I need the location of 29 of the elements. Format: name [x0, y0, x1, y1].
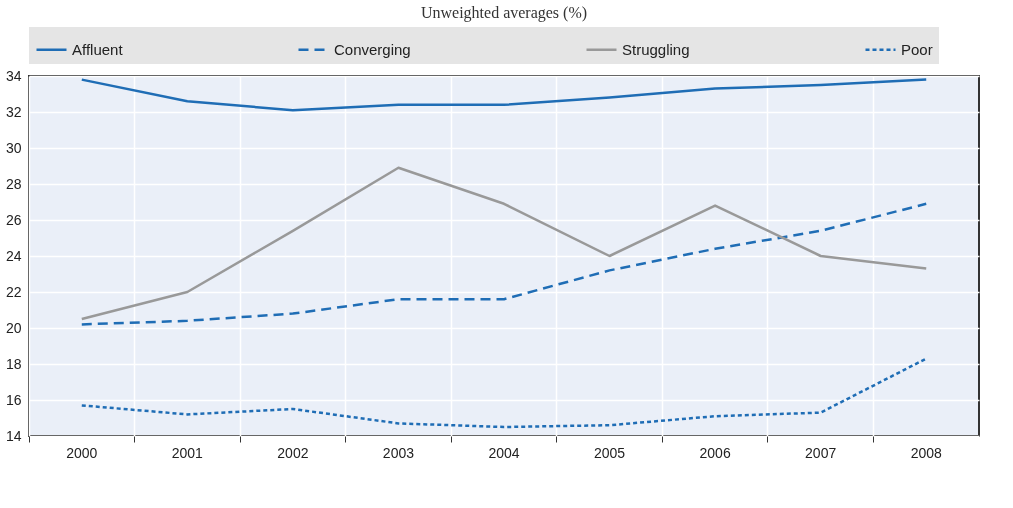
y-tick-label: 18: [5, 355, 22, 372]
y-tick-label: 34: [5, 67, 22, 84]
x-tick-label: 2004: [488, 444, 520, 461]
y-tick-label: 22: [5, 283, 22, 300]
x-tick-label: 2007: [805, 444, 837, 461]
line-series: [80, 202, 928, 326]
x-tick-label: 2008: [910, 444, 942, 461]
line-series: [80, 357, 928, 429]
y-tick-label: 24: [5, 247, 22, 264]
legend-label: Affluent: [72, 40, 124, 58]
x-tick-label: 2001: [171, 444, 204, 461]
line-series: [80, 78, 928, 112]
y-tick-label: 32: [5, 103, 22, 120]
legend-label: Converging: [334, 40, 411, 58]
x-tick-label: 2003: [382, 444, 415, 461]
y-tick-label: 28: [5, 175, 22, 192]
x-tick-label: 2000: [66, 444, 98, 461]
y-tick-label: 16: [5, 391, 22, 408]
y-tick-label: 14: [5, 427, 22, 444]
x-tick-label: 2002: [277, 444, 309, 461]
y-tick-label: 20: [5, 319, 22, 336]
y-tick-label: 26: [5, 211, 22, 228]
x-tick-label: 2006: [699, 444, 731, 461]
line-series: [80, 166, 928, 321]
legend-label: Poor: [901, 40, 933, 58]
chart-subtitle: Unweighted averages (%): [420, 4, 588, 22]
x-tick-label: 2005: [593, 444, 626, 461]
y-tick-label: 30: [5, 139, 22, 156]
legend-label: Struggling: [622, 40, 690, 58]
